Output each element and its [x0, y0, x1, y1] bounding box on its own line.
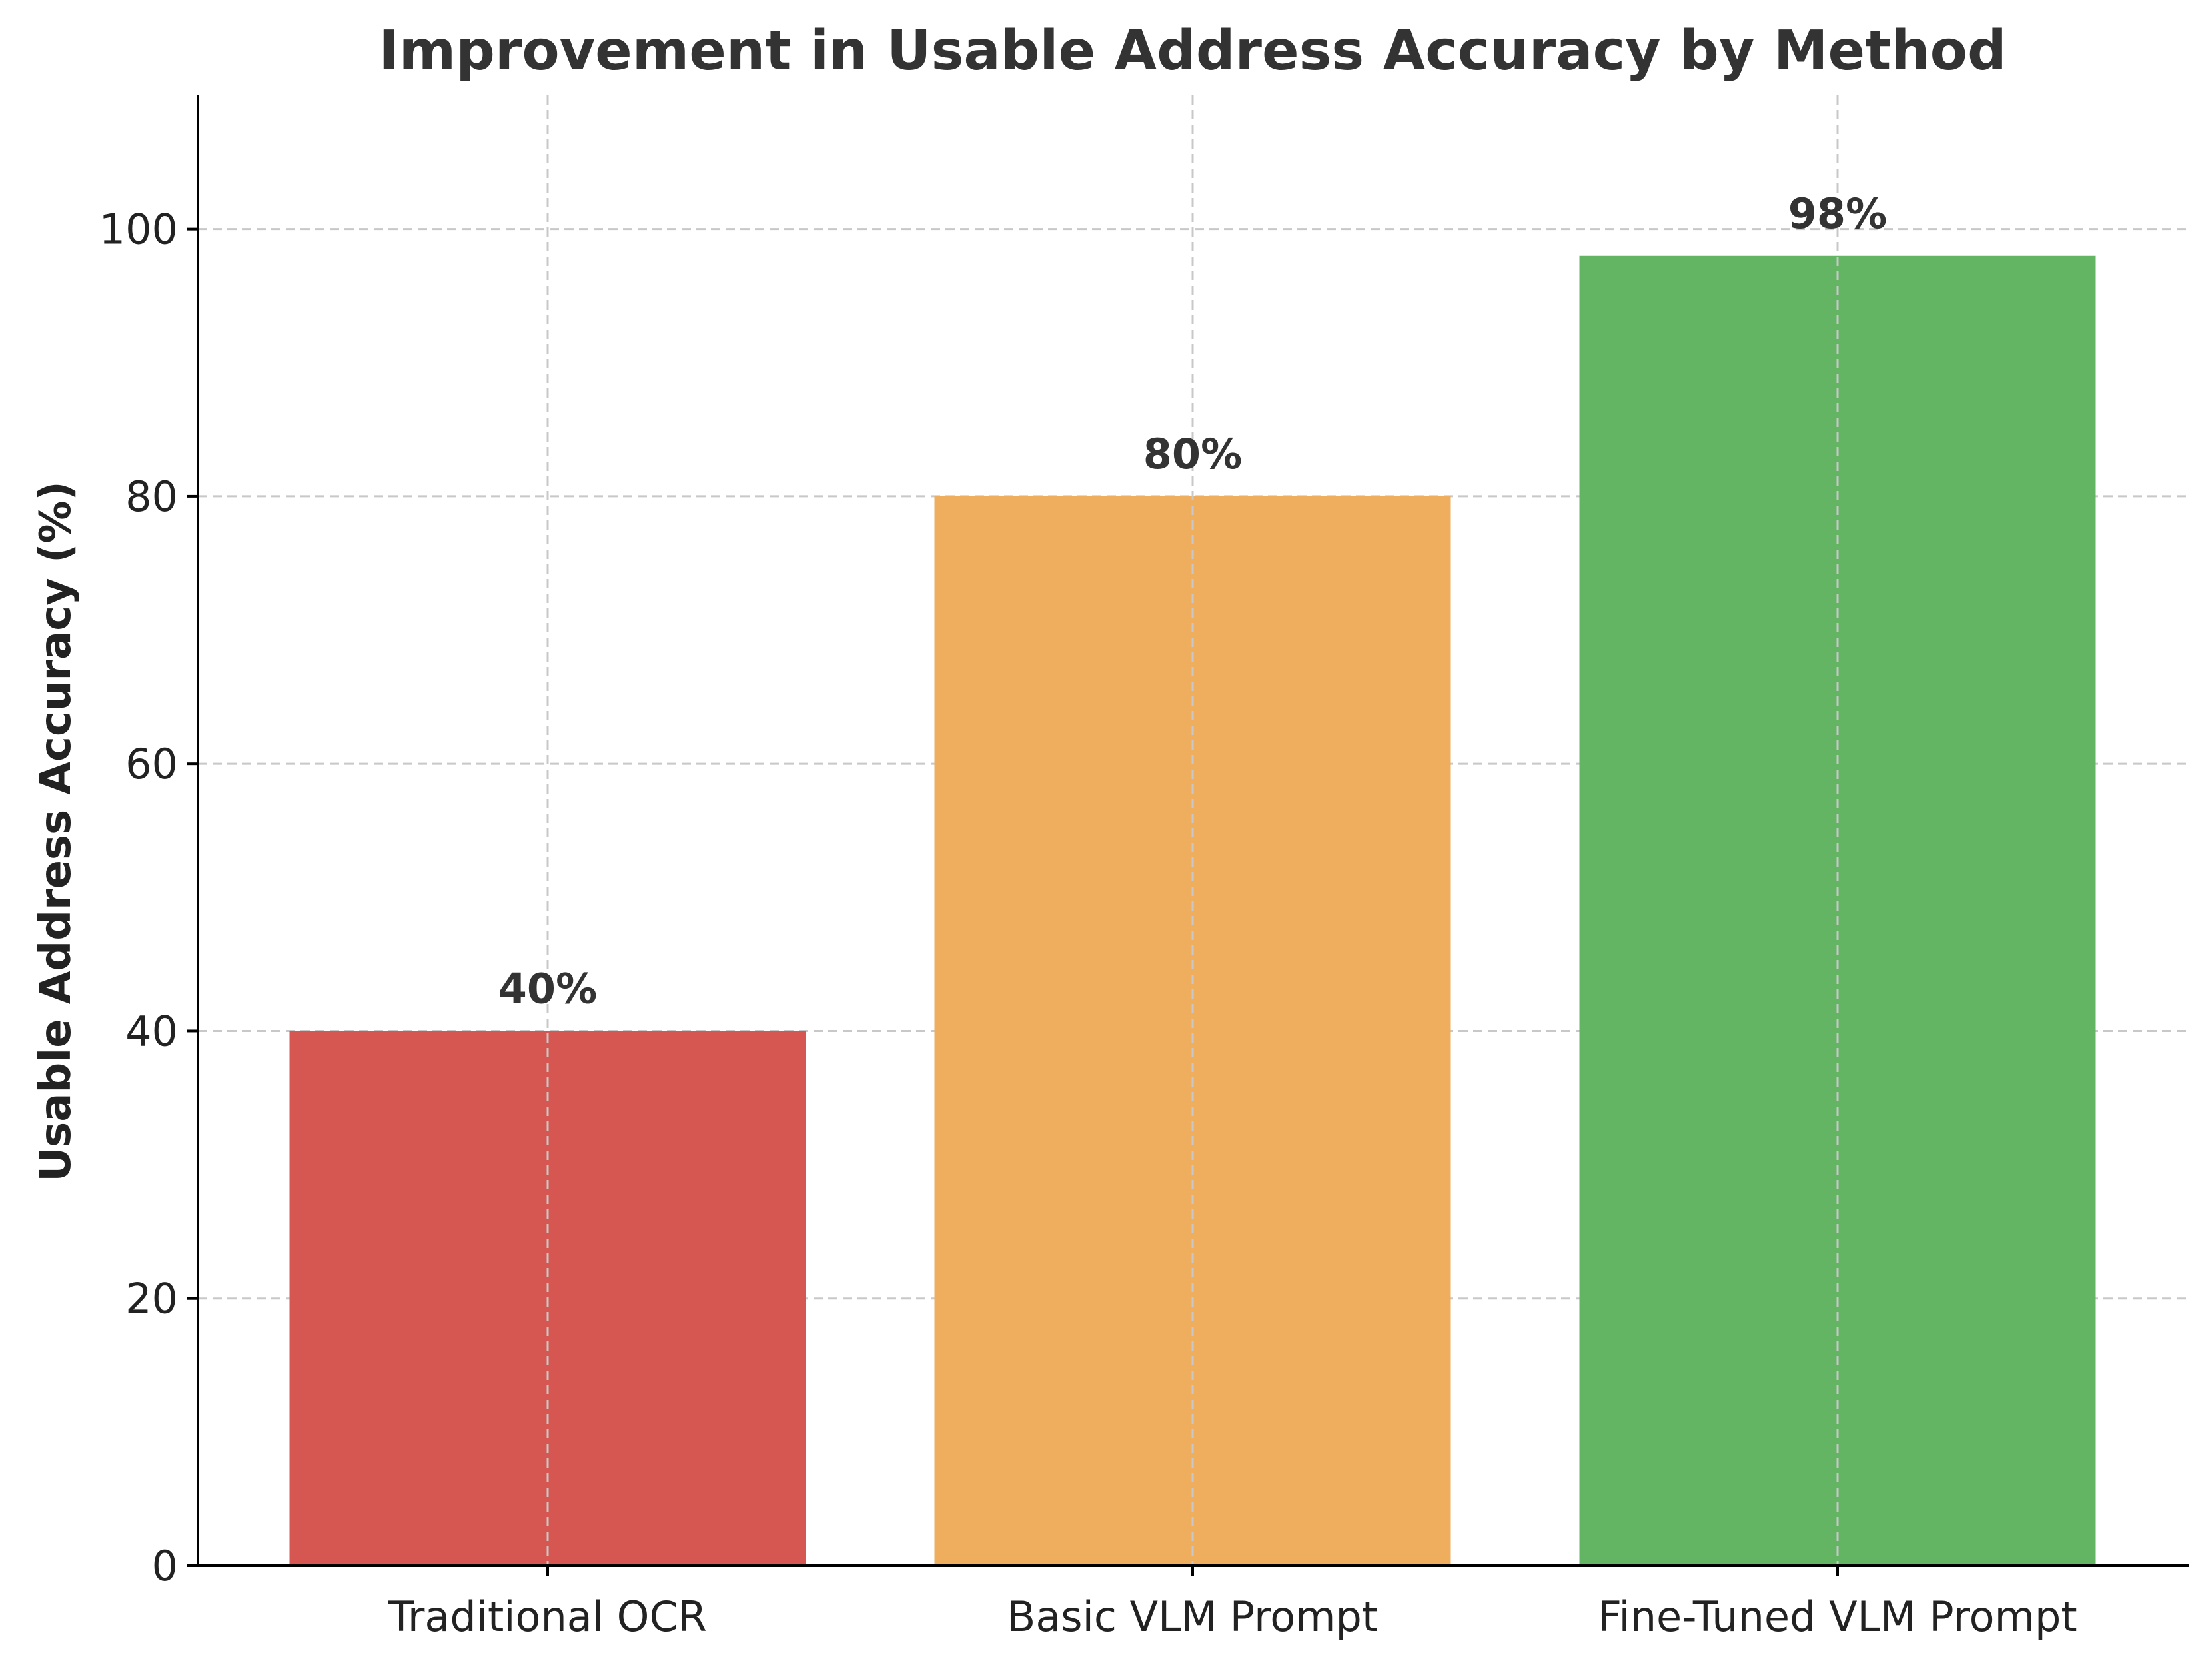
y-tick-label: 20	[125, 1275, 178, 1323]
y-tick-label: 60	[125, 740, 178, 788]
y-tick-label: 40	[125, 1007, 178, 1055]
vertical-grid-layer	[546, 95, 1839, 1566]
y-tick-label: 100	[99, 205, 178, 254]
x-tick-label: Fine-Tuned VLM Prompt	[1598, 1592, 2077, 1641]
y-tick-label: 0	[152, 1542, 178, 1590]
bar-value-label: 98%	[1788, 189, 1887, 238]
y-axis-label: Usable Address Accuracy (%)	[31, 481, 81, 1182]
y-tick-label: 80	[125, 472, 178, 521]
bar-value-label: 80%	[1143, 430, 1242, 478]
y-ticks-layer: 0 20 40 60 80 100	[99, 205, 198, 1590]
chart-title: Improvement in Usable Address Accuracy b…	[378, 19, 2006, 83]
x-tick-label: Traditional OCR	[388, 1592, 707, 1641]
value-labels-layer: 40% 80% 98%	[498, 189, 1887, 1013]
x-ticks-layer: Traditional OCR Basic VLM Prompt Fine-Tune…	[388, 1566, 2077, 1641]
x-tick-label: Basic VLM Prompt	[1007, 1592, 1378, 1641]
bar-value-label: 40%	[498, 964, 597, 1013]
